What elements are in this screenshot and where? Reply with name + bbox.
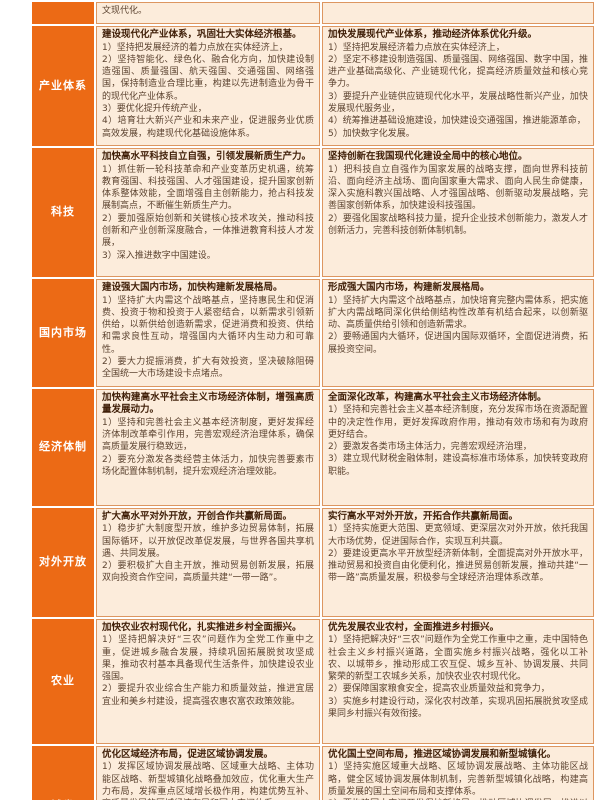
cell-point: 2）要保障国家粮食安全，提高农业质量效益和竞争力， [328,684,550,695]
row-middle-cell: 扩大高水平对外开放，开创合作共赢新局面。 1）稳步扩大制度型开放，维护多边贸易体制… [96,507,320,617]
row-right-cell: 实行高水平对外开放，开拓合作共赢新局面。 1）坚持实施更大范围、更宽领域、更深层次… [322,507,594,617]
row-middle-cell: 建设强大国内市场，加快构建新发展格局。 1）坚持扩大内需这个战略基点，坚持惠民生和… [96,278,320,387]
cell-point: 2）要加强原始创新和关键核心技术攻关，推动科技创新和产业创新深度融合，一体推进教… [102,213,314,249]
cell-point: 1）坚持把解决好“三农”问题作为全党工作重中之重，走中国特色社会主义乡村振兴道路… [328,635,588,683]
cell-point: 3）建立现代财税金融体制，建设高标准市场体系，加快转变政府职能。 [328,454,588,477]
cell-point: 1）坚持把发展经济的着力点放在实体经济上， [102,42,288,53]
cell-heading: 加快发展现代产业体系，推动经济体系优化升级。 [328,29,538,40]
table-row: 国内市场 建设强大国内市场，加快构建新发展格局。 1）坚持扩大内需这个战略基点，坚持… [32,278,594,387]
row-right-cell: 坚持创新在我国现代化建设全局中的核心地位。 1）把科技自立自强作为国家发展的战略支… [322,147,594,277]
row-category-label: 农业 [32,618,94,744]
row-right-cell: 全面深化改革，构建高水平社会主义市场经济体制。 1）坚持和完善社会主义基本经济制度… [322,388,594,506]
row-middle-cell: 加快高水平科技自立自强，引领发展新质生产力。 1）抓住新一轮科技革命和产业变革历史… [96,147,320,277]
cell-point: 1）坚持把解决好“三农”问题作为全党工作重中之重，促进城乡融合发展，持续巩固拓展… [102,635,314,683]
cell-point: 3）实施乡村建设行动，深化农村改革，实现巩固拓展脱贫攻坚成果同乡村振兴有效衔接。 [328,696,588,720]
cell-point: 1）抓住新一轮科技革命和产业变革历史机遇，统筹教育强国、科技强国、人才强国建设，… [102,164,314,212]
comparison-table: 文现代化。 产业体系 建设现代化产业体系，巩固壮大实体经济根基。 1）坚持把发展经济的… [30,0,596,800]
table-row: 产业体系 建设现代化产业体系，巩固壮大实体经济根基。 1）坚持把发展经济的着力点放在… [32,26,594,146]
cell-point: 1）坚持把发展经济着力点放在实体经济上， [328,42,505,53]
cell-heading: 实行高水平对外开放，开拓合作共赢新局面。 [328,510,519,522]
row-category-label: 产业体系 [32,26,94,146]
cell-point: 2）坚定不移建设制造强国、质量强国、网络强国、数字中国，推进产业基础高级化、产业… [328,54,588,90]
cell-point: 2）要畅通国内大循环，促进国内国际双循环，全面促进消费，拓展投资空间。 [328,332,588,355]
cell-point: 5）加快数字化发展。 [328,128,415,139]
cell-point: 1）坚持和完善社会主义基本经济制度，更好发挥经济体制改革牵引作用，完善宏观经济治… [102,417,314,453]
table-row: 对外开放 扩大高水平对外开放，开创合作共赢新局面。 1）稳步扩大制度型开放，维护多边… [32,507,594,617]
cell-heading: 建设现代化产业体系，巩固壮大实体经济根基。 [102,29,302,40]
table-row: 经济体制 加快构建高水平社会主义市场经济体制，增强高质量发展动力。 1）坚持和完善社… [32,388,594,506]
cell-point: 2）要积极扩大自主开放，推动贸易创新发展，拓展双向投资合作空间，高质量共建“一带… [102,561,314,584]
cell-point: 4）培育壮大新兴产业和未来产业，促进服务业优质高效发展，构建现代化基础设施体系。 [102,116,314,139]
cell-point: 1）坚持实施更大范围、更宽领域、更深层次对外开放，依托我国大市场优势，促进国际合… [328,524,588,547]
row-category-label: 对外开放 [32,507,94,617]
row-category-label: 国内市场 [32,278,94,387]
row-right-cell: 优先发展农业农村，全面推进乡村振兴。 1）坚持把解决好“三农”问题作为全党工作重中… [322,618,594,744]
table-row: 农业 加快农业农村现代化，扎实推进乡村全面振兴。 1）坚持把解决好“三农”问题作为全… [32,618,594,744]
cell-point: 文现代化。 [102,6,148,16]
table-row: 区域发展优化区域经济布局，促进区域协调发展。 1）发挥区域协调发展战略、区域重大战… [32,745,594,800]
cell-point: 2）要大力提振消费，扩大有效投资，坚决破除阻碍全国统一大市场建设卡点堵点。 [102,357,314,380]
cell-heading: 加快农业农村现代化，扎实推进乡村全面振兴。 [102,621,302,633]
row-middle-cell: 文现代化。 [96,2,320,24]
cell-point: 3）要优化提升传统产业， [102,104,207,115]
row-middle-cell: 加快农业农村现代化，扎实推进乡村全面振兴。 1）坚持把解决好“三农”问题作为全党工… [96,618,320,744]
row-right-cell: 形成强大国内市场，构建新发展格局。 1）坚持扩大内需这个战略基点，加快培育完整内需… [322,278,594,387]
cell-point: 2）要建设更高水平开放型经济新体制，全面提高对外开放水平，推动贸易和投资自由化便… [328,548,588,584]
cell-point: 1）发挥区域协调发展战略、区域重大战略、主体功能区战略、新型城镇化战略叠加效应，… [102,762,314,800]
row-category-label: 区域发展 [32,745,94,800]
row-middle-cell: 优化区域经济布局，促进区域协调发展。 1）发挥区域协调发展战略、区域重大战略、主体… [96,745,320,800]
cell-heading: 加快构建高水平社会主义市场经济体制，增强高质量发展动力。 [102,391,314,416]
cell-point: 2）要激发各类市场主体活力，完善宏观经济治理， [328,442,532,453]
table-row: 文现代化。 [32,2,594,24]
table-row: 科技 加快高水平科技自立自强，引领发展新质生产力。 1）抓住新一轮科技革命和产业变革… [32,147,594,277]
row-right-cell: 加快发展现代产业体系，推动经济体系优化升级。 1）坚持把发展经济着力点放在实体经济… [322,26,594,146]
row-category-label [32,2,94,24]
row-right-cell: 优化国土空间布局，推进区域协调发展和新型城镇化。 1）坚持实施区域重大战略、区域协… [322,745,594,800]
cell-point: 2）要强化国家战略科技力量，提升企业技术创新能力，激发人才创新活力，完善科技创新… [328,213,588,237]
cell-heading: 优化区域经济布局，促进区域协调发展。 [102,748,274,760]
cell-heading: 扩大高水平对外开放，开创合作共赢新局面。 [102,510,293,522]
cell-point: 3）要提升产业链供应链现代化水平，发展战略性新兴产业，加快发展现代服务业， [328,91,588,115]
cell-point: 4）统筹推进基础设施建设，加快建设交通强国，推进能源革命， [328,116,586,127]
cell-point: 1）坚持扩大内需这个战略基点，加快培育完整内需体系，把实施扩大内需战略同深化供给… [328,295,588,331]
cell-heading: 建设强大国内市场，加快构建新发展格局。 [102,281,283,293]
cell-heading: 优化国土空间布局，推进区域协调发展和新型城镇化。 [328,748,557,760]
row-right-cell [322,2,594,24]
cell-point: 3）深入推进数字中国建设。 [102,250,216,261]
cell-point: 2）要提升农业综合生产能力和质量效益，推进宜居宜业和美乡村建设，提高强农惠农富农… [102,684,314,707]
cell-point: 2）坚持智能化、绿色化、融合化方向，加快建设制造强国、质量强国、航天强国、交通强… [102,54,314,102]
cell-point: 1）坚持和完善社会主义基本经济制度，充分发挥市场在资源配置中的决定性作用，更好发… [328,405,588,440]
cell-heading: 优先发展农业农村，全面推进乡村振兴。 [328,621,500,633]
cell-heading: 全面深化改革，构建高水平社会主义市场经济体制。 [328,391,547,403]
cell-point: 1）稳步扩大制度型开放，维护多边贸易体制，拓展国际循环，以开放促改革促发展，与世… [102,524,314,559]
row-category-label: 科技 [32,147,94,277]
row-middle-cell: 建设现代化产业体系，巩固壮大实体经济根基。 1）坚持把发展经济的着力点放在实体经济… [96,26,320,146]
comparison-table-body: 文现代化。 产业体系 建设现代化产业体系，巩固壮大实体经济根基。 1）坚持把发展经济的… [32,2,594,800]
row-middle-cell: 加快构建高水平社会主义市场经济体制，增强高质量发展动力。 1）坚持和完善社会主义基… [96,388,320,506]
cell-point: 1）把科技自立自强作为国家发展的战略支撑，面向世界科技前沿、面向经济主战场、面向… [328,164,588,212]
cell-heading: 坚持创新在我国现代化建设全局中的核心地位。 [328,150,528,162]
cell-heading: 形成强大国内市场，构建新发展格局。 [328,281,490,293]
row-category-label: 经济体制 [32,388,94,506]
cell-point: 2）要充分激发各类经营主体活力，加快完善要素市场化配置体制机制，提升宏观经济治理… [102,454,314,478]
cell-point: 1）坚持实施区域重大战略、区域协调发展战略、主体功能区战略，健全区域协调发展体制… [328,762,588,797]
cell-point: 1）坚持扩大内需这个战略基点，坚持惠民生和促消费、投资于物和投资于人紧密结合，以… [102,295,314,355]
cell-heading: 加快高水平科技自立自强，引领发展新质生产力。 [102,150,312,162]
